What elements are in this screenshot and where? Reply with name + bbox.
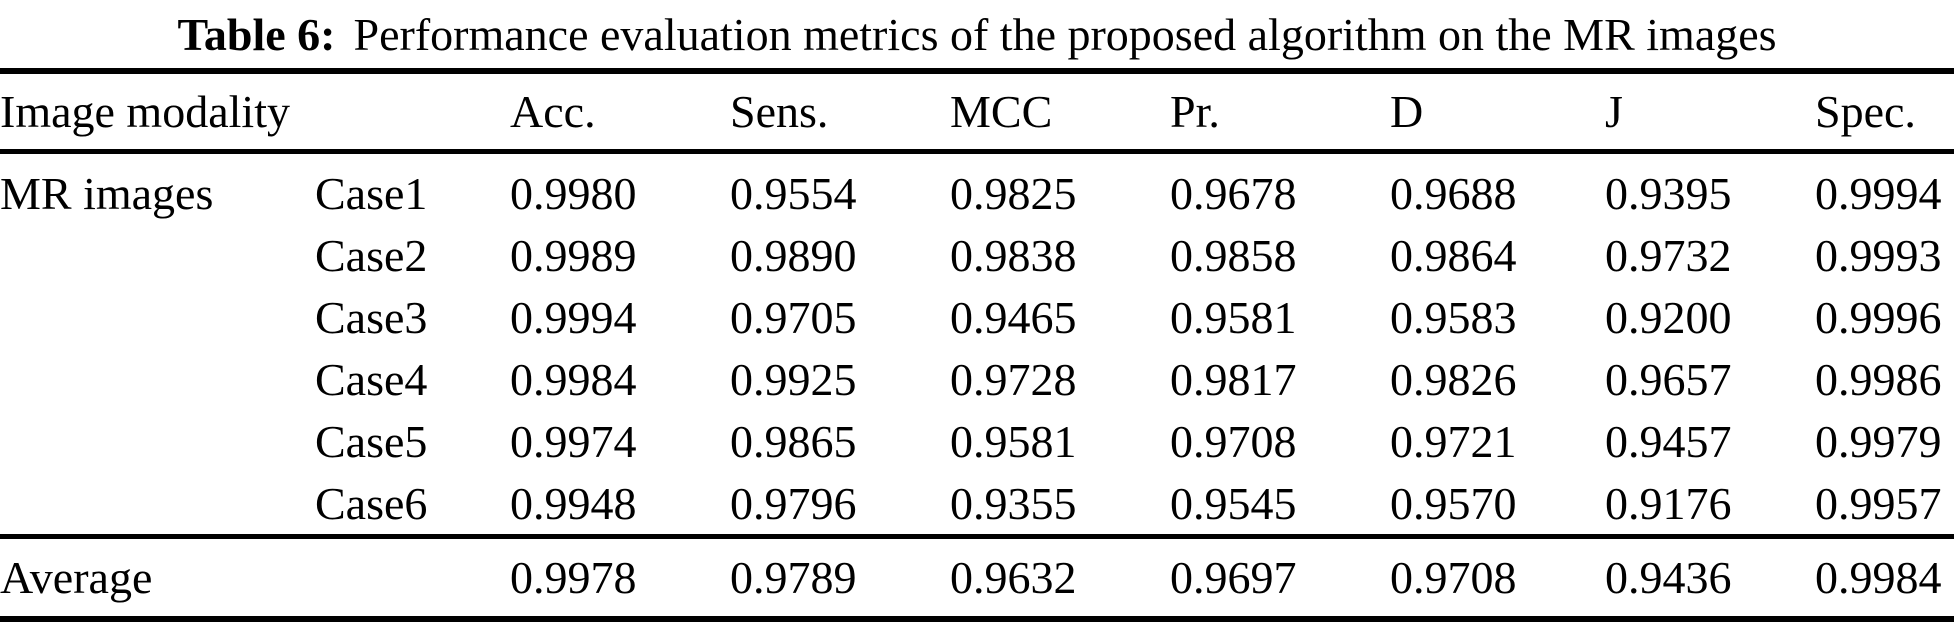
group-label: MR images bbox=[0, 167, 214, 219]
table-caption: Table 6: Performance evaluation metrics … bbox=[0, 0, 1954, 68]
metric-value: 0.9583 bbox=[1390, 291, 1517, 343]
metric-value: 0.9925 bbox=[730, 353, 857, 405]
metric-value: 0.9465 bbox=[950, 291, 1077, 343]
table-row: Case5 0.9974 0.9865 0.9581 0.9708 0.9721… bbox=[0, 410, 1954, 472]
metric-value: 0.9581 bbox=[1170, 291, 1297, 343]
metric-value: 0.9957 bbox=[1815, 477, 1942, 529]
metric-value: 0.9796 bbox=[730, 477, 857, 529]
header-row: Image modality Acc. Sens. MCC Pr. D J Sp… bbox=[0, 68, 1954, 154]
table-row: Case4 0.9984 0.9925 0.9728 0.9817 0.9826… bbox=[0, 348, 1954, 410]
metric-value: 0.9728 bbox=[950, 353, 1077, 405]
table-row: MR images Case1 0.9980 0.9554 0.9825 0.9… bbox=[0, 152, 1954, 225]
metric-value: 0.9948 bbox=[510, 477, 637, 529]
group-label-spacer bbox=[0, 286, 315, 348]
case-label: Case2 bbox=[315, 229, 428, 281]
metric-value: 0.9890 bbox=[730, 229, 857, 281]
case-label: Case5 bbox=[315, 415, 428, 467]
metric-value: 0.9678 bbox=[1170, 167, 1297, 219]
metric-value: 0.9979 bbox=[1815, 415, 1942, 467]
average-row: Average 0.9978 0.9789 0.9632 0.9697 0.97… bbox=[0, 534, 1954, 622]
table-caption-text: Performance evaluation metrics of the pr… bbox=[353, 8, 1777, 60]
metric-value: 0.9989 bbox=[510, 229, 637, 281]
average-value: 0.9984 bbox=[1815, 534, 1954, 622]
metric-value: 0.9986 bbox=[1815, 353, 1942, 405]
group-label-spacer bbox=[0, 410, 315, 472]
metric-value: 0.9355 bbox=[950, 477, 1077, 529]
average-value: 0.9436 bbox=[1605, 534, 1816, 622]
metric-value: 0.9865 bbox=[730, 415, 857, 467]
metric-value: 0.9980 bbox=[510, 167, 637, 219]
average-value: 0.9708 bbox=[1390, 534, 1606, 622]
table-row: Case2 0.9989 0.9890 0.9838 0.9858 0.9864… bbox=[0, 224, 1954, 286]
metric-value: 0.9994 bbox=[510, 291, 637, 343]
metric-value: 0.9581 bbox=[950, 415, 1077, 467]
metric-value: 0.9395 bbox=[1605, 167, 1732, 219]
average-label: Average bbox=[0, 534, 511, 622]
column-header-j: J bbox=[1605, 68, 1816, 154]
metric-value: 0.9984 bbox=[510, 353, 637, 405]
metric-value: 0.9858 bbox=[1170, 229, 1297, 281]
column-header-acc: Acc. bbox=[510, 68, 731, 154]
group-label-spacer bbox=[0, 472, 315, 537]
metric-value: 0.9457 bbox=[1605, 415, 1732, 467]
column-header-spec: Spec. bbox=[1815, 68, 1954, 154]
metric-value: 0.9708 bbox=[1170, 415, 1297, 467]
column-header-sens: Sens. bbox=[730, 68, 951, 154]
group-label-spacer bbox=[0, 224, 315, 286]
table-caption-label: Table 6: bbox=[177, 8, 336, 60]
metric-value: 0.9570 bbox=[1390, 477, 1517, 529]
metric-value: 0.9200 bbox=[1605, 291, 1732, 343]
column-header-mcc: MCC bbox=[950, 68, 1171, 154]
average-value: 0.9978 bbox=[510, 534, 731, 622]
table-row: Case6 0.9948 0.9796 0.9355 0.9545 0.9570… bbox=[0, 472, 1954, 537]
column-header-image-modality: Image modality bbox=[0, 68, 511, 154]
column-header-pr: Pr. bbox=[1170, 68, 1391, 154]
metric-value: 0.9176 bbox=[1605, 477, 1732, 529]
metrics-table: Image modality Acc. Sens. MCC Pr. D J Sp… bbox=[0, 68, 1954, 622]
case-label: Case4 bbox=[315, 353, 428, 405]
metric-value: 0.9721 bbox=[1390, 415, 1517, 467]
metric-value: 0.9688 bbox=[1390, 167, 1517, 219]
case-label: Case6 bbox=[315, 477, 428, 529]
metric-value: 0.9864 bbox=[1390, 229, 1517, 281]
metric-value: 0.9825 bbox=[950, 167, 1077, 219]
metric-value: 0.9838 bbox=[950, 229, 1077, 281]
table-row: Case3 0.9994 0.9705 0.9465 0.9581 0.9583… bbox=[0, 286, 1954, 348]
average-value: 0.9632 bbox=[950, 534, 1171, 622]
average-value: 0.9697 bbox=[1170, 534, 1391, 622]
metric-value: 0.9732 bbox=[1605, 229, 1732, 281]
case-label: Case1 bbox=[315, 167, 428, 219]
metric-value: 0.9705 bbox=[730, 291, 857, 343]
metric-value: 0.9657 bbox=[1605, 353, 1732, 405]
metric-value: 0.9817 bbox=[1170, 353, 1297, 405]
case-label: Case3 bbox=[315, 291, 428, 343]
metric-value: 0.9993 bbox=[1815, 229, 1942, 281]
metric-value: 0.9826 bbox=[1390, 353, 1517, 405]
metric-value: 0.9996 bbox=[1815, 291, 1942, 343]
column-header-d: D bbox=[1390, 68, 1606, 154]
metric-value: 0.9545 bbox=[1170, 477, 1297, 529]
group-label-spacer bbox=[0, 348, 315, 410]
average-value: 0.9789 bbox=[730, 534, 951, 622]
metric-value: 0.9554 bbox=[730, 167, 857, 219]
metric-value: 0.9974 bbox=[510, 415, 637, 467]
metric-value: 0.9994 bbox=[1815, 167, 1942, 219]
